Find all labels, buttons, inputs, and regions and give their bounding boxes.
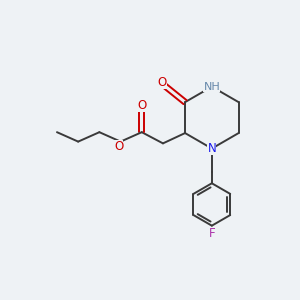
Text: O: O	[138, 99, 147, 112]
Text: O: O	[158, 76, 167, 88]
Text: O: O	[114, 140, 123, 153]
Text: N: N	[208, 142, 216, 155]
Text: F: F	[208, 227, 215, 240]
Text: NH: NH	[203, 82, 220, 92]
